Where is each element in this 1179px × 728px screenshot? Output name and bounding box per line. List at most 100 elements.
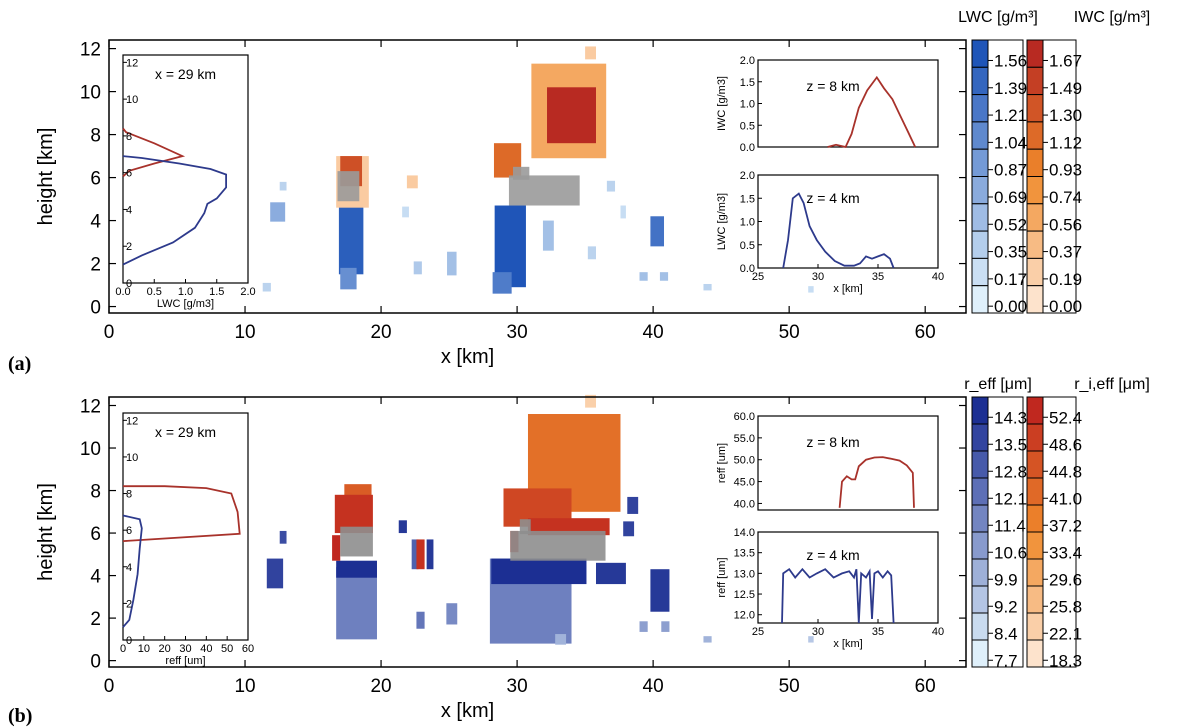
inset-profile-line <box>838 456 915 508</box>
inset-x-tick-label: 35 <box>872 626 884 638</box>
colorbar-swatch <box>1026 423 1044 452</box>
colorbar-level-label: 12.1 <box>994 489 1027 508</box>
inset-y-tick-label: 6 <box>126 525 132 537</box>
liquid-colorbar: 14.3 13.5 12.8 12.1 11.4 10.6 9.9 9.2 8.4 7.7 r_ef… <box>964 376 1032 670</box>
liquid-cell <box>426 539 434 570</box>
colorbar-swatch <box>971 121 989 150</box>
colorbar-swatch <box>1026 230 1044 259</box>
colorbar-level-label: 1.49 <box>1049 79 1082 98</box>
colorbar-swatch <box>1026 39 1044 68</box>
liquid-cell <box>491 558 587 585</box>
x-tick-label: 50 <box>779 322 800 343</box>
colorbar-swatch <box>971 531 989 560</box>
inset-y-tick-label: 1.0 <box>740 217 755 229</box>
inset-y-tick-label: 12 <box>126 415 138 427</box>
colorbar-level-label: 0.56 <box>1049 215 1082 234</box>
panel-label: (a) <box>8 353 31 375</box>
colorbar-level-label: 14.3 <box>994 408 1027 427</box>
liquid-cell <box>266 558 284 589</box>
inset-y-tick-label: 0.0 <box>740 263 755 275</box>
inset-y-tick-label: 2 <box>126 241 132 253</box>
liquid-cell <box>413 261 422 275</box>
inset-y-axis-label: LWC [g/m3] <box>716 193 728 250</box>
liquid-cell <box>398 520 407 534</box>
x-tick-label: 0 <box>104 322 115 343</box>
ice-cell <box>547 87 596 144</box>
colorbar-swatch <box>971 203 989 232</box>
ice-cell <box>585 46 596 60</box>
inset-frame <box>122 412 249 641</box>
colorbar-swatch <box>1026 121 1044 150</box>
x-tick-label: 30 <box>507 676 528 697</box>
panel-label: (b) <box>8 705 32 727</box>
liquid-cell <box>340 267 357 290</box>
colorbar-level-label: 0.19 <box>1049 270 1082 289</box>
y-tick-label: 10 <box>80 83 101 104</box>
inset-y-tick-label: 12 <box>126 57 138 69</box>
inset-label: x = 29 km <box>155 424 216 440</box>
colorbar-level-label: 0.37 <box>1049 243 1082 262</box>
colorbar-swatch <box>971 639 989 668</box>
inset-x-tick-label: 60 <box>242 643 254 655</box>
colorbar-frame <box>1026 396 1077 668</box>
colorbar-level-label: 9.9 <box>994 570 1018 589</box>
colorbar-level-label: 1.30 <box>1049 106 1082 125</box>
inset-frame <box>122 54 249 284</box>
colorbar-level-label: 37.2 <box>1049 516 1082 535</box>
x-axis-label: x [km] <box>441 346 494 368</box>
liquid-cell <box>270 202 286 222</box>
liquid-cell <box>411 539 419 570</box>
y-tick-label: 8 <box>90 126 101 147</box>
liquid-cell <box>623 521 635 537</box>
inset-label: z = 8 km <box>806 78 859 94</box>
liquid-cell <box>336 560 377 578</box>
colorbar-level-label: 0.93 <box>1049 161 1082 180</box>
inset-y-axis-label: reff [um] <box>716 443 728 483</box>
inset-y-tick-label: 2 <box>126 598 132 610</box>
inset-label: x = 29 km <box>155 66 216 82</box>
inset-y-tick-label: 2.0 <box>740 170 755 182</box>
inset-profile-line <box>122 127 186 178</box>
colorbar-level-label: 9.2 <box>994 597 1018 616</box>
bottom-right-inset: 12.0 12.5 13.0 13.5 14.0 25 30 35 40 z = 4 km reff… <box>716 527 944 650</box>
colorbar-level-label: 22.1 <box>1049 624 1082 643</box>
colorbar-swatch <box>971 504 989 533</box>
y-axis-label: height [km] <box>35 128 57 226</box>
inset-y-tick-label: 13.5 <box>734 548 755 560</box>
inset-y-tick-label: 45.0 <box>734 477 755 489</box>
liquid-cell <box>492 272 512 294</box>
inset-y-tick-label: 0.5 <box>740 240 755 252</box>
y-tick-label: 0 <box>90 652 101 673</box>
colorbar-swatch <box>1026 203 1044 232</box>
ice-cell <box>332 535 341 561</box>
colorbar-swatch <box>1026 94 1044 123</box>
colorbar-swatch <box>1026 477 1044 506</box>
liquid-cell <box>262 282 271 292</box>
colorbar-level-label: 7.7 <box>994 651 1018 670</box>
inset-x-tick-label: 35 <box>872 271 884 283</box>
inset-x-tick-label: 25 <box>752 626 764 638</box>
left-inset: 0 2 4 6 8 10 12 0 10 20 30 40 50 60 x = 29 km reff [um] <box>120 412 254 667</box>
inset-profile-line <box>122 155 228 266</box>
liquid-cell <box>338 201 364 275</box>
liquid-cell <box>620 205 626 219</box>
colorbar-level-label: 0.87 <box>994 161 1027 180</box>
inset-profile-line <box>122 514 143 628</box>
bottom-right-inset: 0.0 0.5 1.0 1.5 2.0 25 30 35 40 z = 4 km LWC [g/m3… <box>716 170 944 295</box>
liquid-cell <box>808 286 814 293</box>
colorbar-swatch <box>1026 639 1044 668</box>
y-axis-label: height [km] <box>35 483 57 581</box>
x-tick-label: 60 <box>915 676 936 697</box>
inset-y-tick-label: 1.5 <box>740 193 755 205</box>
x-tick-label: 40 <box>643 676 664 697</box>
colorbar-level-label: 0.17 <box>994 270 1027 289</box>
inset-y-tick-label: 4 <box>126 562 132 574</box>
colorbar-swatch <box>971 585 989 614</box>
y-tick-label: 6 <box>90 169 101 190</box>
colorbar-swatch <box>1026 285 1044 314</box>
colorbar-level-label: 10.6 <box>994 543 1027 562</box>
inset-y-tick-label: 60.0 <box>734 411 755 423</box>
inset-x-tick-label: 25 <box>752 271 764 283</box>
x-tick-label: 30 <box>507 322 528 343</box>
colorbar-level-label: 12.8 <box>994 462 1027 481</box>
